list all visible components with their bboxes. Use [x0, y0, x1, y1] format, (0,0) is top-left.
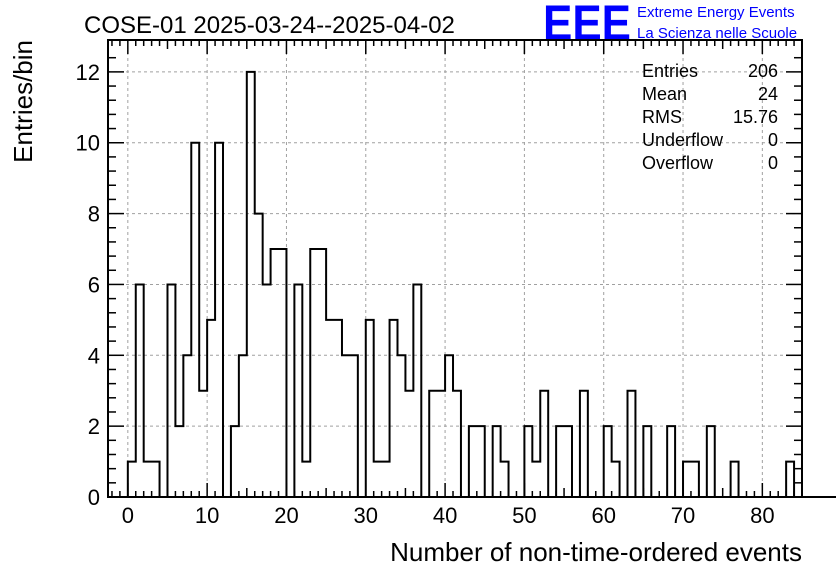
y-tick-label: 2 [88, 414, 100, 439]
histogram-bin [691, 462, 699, 497]
x-axis-title: Number of non-time-ordered events [390, 537, 802, 567]
histogram-bin [279, 249, 287, 497]
histogram-bin [326, 320, 334, 497]
stats-rms-label: RMS [642, 107, 682, 127]
x-tick-label: 40 [433, 503, 457, 528]
histogram-bin [144, 462, 152, 497]
x-tick-label: 10 [195, 503, 219, 528]
histogram-bin [628, 391, 636, 497]
histogram-bin [390, 320, 398, 497]
histogram-bin [207, 320, 215, 497]
histogram-bin [453, 391, 461, 497]
plot-frame [107, 39, 803, 498]
x-tick-label: 30 [354, 503, 378, 528]
x-tick-label: 70 [671, 503, 695, 528]
stats-entries-label: Entries [642, 61, 698, 81]
histogram-bin [707, 426, 715, 497]
chart-title: COSE-01 2025-03-24--2025-04-02 [84, 12, 455, 39]
histogram-bin [405, 391, 413, 497]
histogram-bin [231, 426, 239, 497]
y-tick-label: 6 [88, 272, 100, 297]
histogram-bin [294, 284, 302, 497]
y-tick-label: 12 [76, 60, 100, 85]
histogram-bin [604, 426, 612, 497]
histogram-bin [524, 426, 532, 497]
histogram-bin [501, 462, 509, 497]
y-axis-title: Entries/bin [8, 40, 38, 163]
histogram-bin [167, 284, 175, 497]
eee-logo-line2: La Scienza nelle Scuole [637, 25, 797, 42]
y-tick-label: 0 [88, 485, 100, 510]
x-tick-label: 20 [274, 503, 298, 528]
histogram-bin [786, 462, 794, 497]
histogram-bin [437, 391, 445, 497]
histogram-bin [318, 249, 326, 497]
histogram-bin [540, 391, 548, 497]
stats-mean-value: 24 [758, 84, 778, 104]
grid-lines [108, 40, 802, 497]
x-axis-ticks: 0 10 20 30 40 50 60 70 80 [111, 40, 803, 528]
histogram-bin [612, 462, 620, 497]
histogram-bin [271, 249, 279, 497]
histogram-bin [175, 426, 183, 497]
y-tick-label: 10 [76, 131, 100, 156]
histogram-bin [128, 462, 136, 497]
histogram-bin [556, 426, 564, 497]
x-tick-label: 50 [512, 503, 536, 528]
histogram-bin [310, 249, 318, 497]
histogram-bin [366, 320, 374, 497]
stats-underflow-label: Underflow [642, 130, 724, 150]
y-tick-label: 8 [88, 202, 100, 227]
stats-overflow-value: 0 [768, 153, 778, 173]
x-tick-label: 60 [591, 503, 615, 528]
histogram-bin [731, 462, 739, 497]
histogram-bin [429, 391, 437, 497]
histogram-bin [374, 462, 382, 497]
histogram-bin [382, 462, 390, 497]
histogram-bin [469, 426, 477, 497]
histogram-bin [199, 391, 207, 497]
stats-overflow-label: Overflow [642, 153, 714, 173]
histogram-bin [263, 284, 271, 497]
plot-frame-rect [107, 39, 803, 498]
stats-box: Entries 206 Mean 24 RMS 15.76 Underflow … [642, 61, 778, 173]
histogram-bin [564, 426, 572, 497]
histogram-bin [413, 284, 421, 497]
histogram-bin [580, 391, 588, 497]
histogram-bin [215, 143, 223, 497]
eee-logo: EEE Extreme Energy Events La Scienza nel… [543, 0, 797, 51]
histogram-bin [667, 426, 675, 497]
histogram-bin [136, 284, 144, 497]
histogram-bin [191, 143, 199, 497]
eee-logo-mark: EEE [543, 0, 631, 51]
eee-logo-line1: Extreme Energy Events [637, 4, 795, 21]
stats-mean-label: Mean [642, 84, 687, 104]
histogram-bin [643, 426, 651, 497]
y-tick-label: 4 [88, 343, 100, 368]
x-tick-label: 80 [750, 503, 774, 528]
stats-underflow-value: 0 [768, 130, 778, 150]
histogram-bin [683, 462, 691, 497]
histogram-bin [302, 462, 310, 497]
stats-rms-value: 15.76 [733, 107, 778, 127]
histogram-bin [493, 426, 501, 497]
x-tick-label: 0 [122, 503, 134, 528]
histogram-bin [152, 462, 160, 497]
stats-entries-value: 206 [748, 61, 778, 81]
histogram-bin [334, 320, 342, 497]
histogram-bin [477, 426, 485, 497]
histogram-bin [532, 462, 540, 497]
